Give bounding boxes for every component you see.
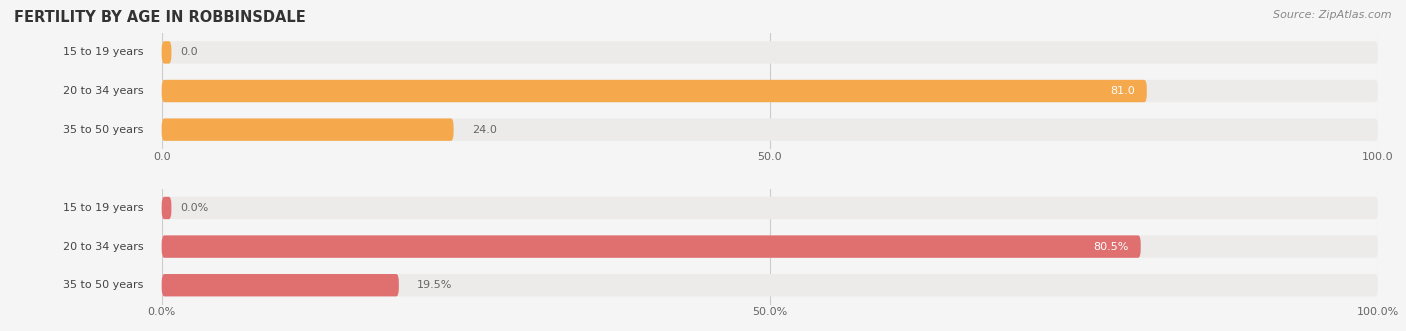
FancyBboxPatch shape <box>162 41 1378 64</box>
FancyBboxPatch shape <box>162 274 399 297</box>
Text: 20 to 34 years: 20 to 34 years <box>63 242 143 252</box>
FancyBboxPatch shape <box>162 41 172 64</box>
FancyBboxPatch shape <box>162 80 1378 102</box>
Text: FERTILITY BY AGE IN ROBBINSDALE: FERTILITY BY AGE IN ROBBINSDALE <box>14 10 307 25</box>
Text: 80.5%: 80.5% <box>1094 242 1129 252</box>
FancyBboxPatch shape <box>162 118 1378 141</box>
Text: 35 to 50 years: 35 to 50 years <box>63 125 143 135</box>
FancyBboxPatch shape <box>162 274 1378 297</box>
FancyBboxPatch shape <box>162 235 1140 258</box>
FancyBboxPatch shape <box>162 118 454 141</box>
Text: 15 to 19 years: 15 to 19 years <box>63 47 143 57</box>
Text: 19.5%: 19.5% <box>418 280 453 290</box>
Text: 15 to 19 years: 15 to 19 years <box>63 203 143 213</box>
FancyBboxPatch shape <box>162 197 172 219</box>
Text: 24.0: 24.0 <box>472 125 496 135</box>
FancyBboxPatch shape <box>162 197 1378 219</box>
Text: 20 to 34 years: 20 to 34 years <box>63 86 143 96</box>
Text: 81.0: 81.0 <box>1109 86 1135 96</box>
Text: 35 to 50 years: 35 to 50 years <box>63 280 143 290</box>
FancyBboxPatch shape <box>162 235 1378 258</box>
Text: 0.0%: 0.0% <box>180 203 208 213</box>
Text: Source: ZipAtlas.com: Source: ZipAtlas.com <box>1274 10 1392 20</box>
FancyBboxPatch shape <box>162 80 1147 102</box>
Text: 0.0: 0.0 <box>180 47 198 57</box>
